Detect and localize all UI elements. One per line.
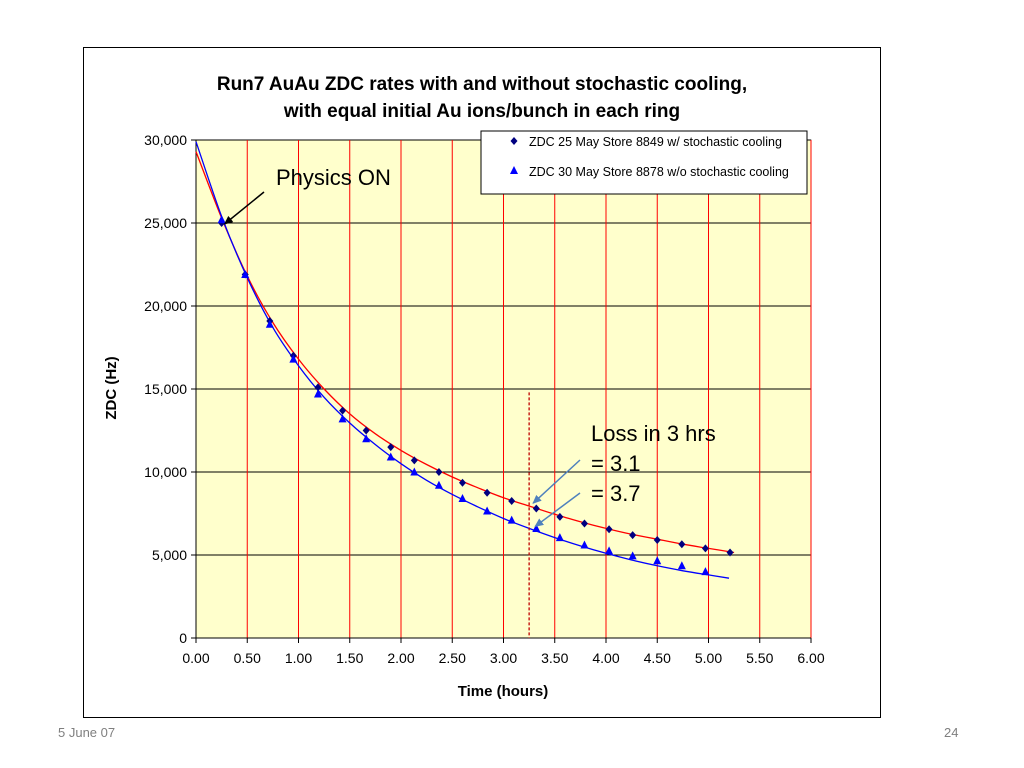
data-point-no-cooling [265, 319, 274, 328]
data-point-cooling [410, 456, 418, 465]
data-point-no-cooling [532, 523, 541, 532]
data-point-no-cooling [386, 452, 395, 461]
data-point-no-cooling [507, 515, 516, 524]
data-point-cooling [483, 488, 491, 497]
x-tick-label: 1.50 [336, 650, 363, 666]
data-point-no-cooling [313, 389, 322, 398]
data-point-no-cooling [653, 556, 662, 565]
y-tick-label: 10,000 [144, 464, 187, 480]
data-point-no-cooling [580, 540, 589, 549]
legend-marker-no-cooling [510, 166, 518, 174]
data-point-no-cooling [217, 215, 226, 224]
data-point-cooling [580, 519, 588, 528]
data-point-cooling [387, 443, 395, 452]
legend-marker-cooling [510, 137, 518, 145]
x-tick-label: 4.50 [644, 650, 671, 666]
point-layer [217, 215, 734, 576]
data-point-no-cooling [434, 480, 443, 489]
y-tick-label: 25,000 [144, 215, 187, 231]
data-point-no-cooling [701, 567, 710, 576]
x-axis-label: Time (hours) [458, 683, 549, 700]
data-point-cooling [362, 426, 370, 435]
x-tick-label: 6.00 [797, 650, 824, 666]
y-tick-label: 30,000 [144, 132, 187, 148]
slide-date: 5 June 07 [58, 725, 116, 740]
y-axis-label: ZDC (Hz) [103, 356, 120, 419]
loss-annotation-value-no-cooling: = 3.7 [591, 481, 641, 506]
data-point-no-cooling [605, 546, 614, 555]
loss-arrow-cooling [532, 459, 581, 504]
chart-title-line2: with equal initial Au ions/bunch in each… [283, 101, 680, 122]
x-tick-label: 0.50 [234, 650, 261, 666]
x-tick-label: 3.50 [541, 650, 568, 666]
legend: ZDC 25 May Store 8849 w/ stochastic cool… [480, 130, 808, 195]
legend-label-no-cooling: ZDC 30 May Store 8878 w/o stochastic coo… [529, 165, 789, 179]
physics-on-annotation: Physics ON [276, 165, 391, 190]
legend-label-cooling: ZDC 25 May Store 8849 w/ stochastic cool… [529, 135, 782, 149]
data-point-no-cooling [483, 506, 492, 515]
data-point-cooling [701, 544, 709, 553]
data-point-no-cooling [241, 269, 250, 278]
data-point-no-cooling [410, 467, 419, 476]
data-point-cooling [435, 468, 443, 476]
y-tick-label: 20,000 [144, 298, 187, 314]
loss-arrow-no-cooling [534, 492, 581, 528]
data-point-no-cooling [628, 551, 637, 560]
data-point-no-cooling [362, 434, 371, 443]
axis-layer: 0 5,000 10,000 15,000 20,000 25,000 30,000 0.00… [144, 132, 825, 666]
chart-title-line1: Run7 AuAu ZDC rates with and without sto… [217, 74, 747, 95]
slide-page-number: 24 [944, 725, 959, 740]
y-tick-label: 0 [179, 630, 187, 646]
x-tick-label: 5.50 [746, 650, 773, 666]
physics-on-arrow [223, 191, 265, 225]
data-point-no-cooling [338, 414, 347, 423]
x-tick-label: 2.00 [387, 650, 414, 666]
data-point-cooling [339, 406, 347, 415]
data-point-cooling [726, 548, 734, 557]
x-tick-label: 4.00 [592, 650, 619, 666]
data-point-cooling [678, 540, 686, 549]
data-point-no-cooling [677, 561, 686, 570]
chart-svg: Run7 AuAu ZDC rates with and without sto… [103, 74, 825, 700]
data-point-cooling [314, 383, 322, 392]
loss-annotation-title: Loss in 3 hrs [591, 421, 716, 446]
chart-frame: Run7 AuAu ZDC rates with and without sto… [83, 47, 881, 718]
y-tick-label: 15,000 [144, 381, 187, 397]
x-tick-label: 0.00 [182, 650, 209, 666]
data-point-no-cooling [458, 494, 467, 503]
x-tick-label: 5.00 [695, 650, 722, 666]
data-point-cooling [653, 536, 661, 545]
data-point-cooling [556, 512, 564, 521]
data-point-cooling [459, 478, 466, 487]
data-point-no-cooling [289, 354, 298, 363]
data-point-cooling [605, 525, 613, 534]
data-point-cooling [629, 531, 637, 540]
legend-box [480, 130, 808, 195]
y-tick-label: 5,000 [152, 547, 187, 563]
data-point-cooling [532, 504, 540, 513]
x-tick-label: 2.50 [439, 650, 466, 666]
x-tick-label: 3.00 [490, 650, 517, 666]
data-point-cooling [508, 497, 516, 506]
x-tick-label: 1.00 [285, 650, 312, 666]
data-point-no-cooling [555, 533, 564, 542]
loss-annotation-value-cooling: = 3.1 [591, 451, 641, 476]
